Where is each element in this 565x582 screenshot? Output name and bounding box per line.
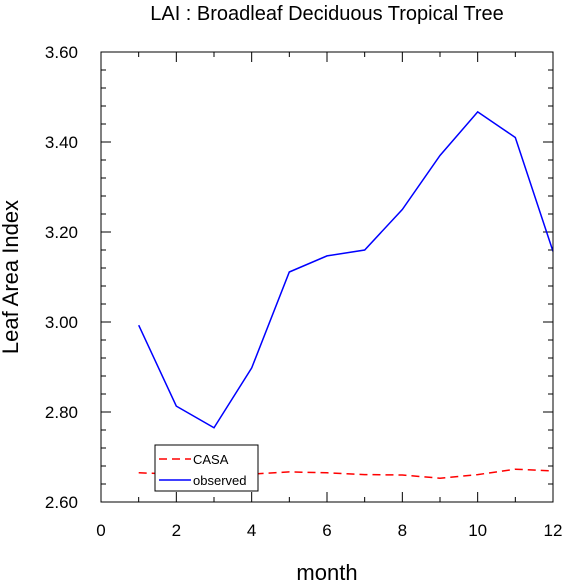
- chart-title: LAI : Broadleaf Deciduous Tropical Tree: [150, 3, 504, 25]
- x-tick-label: 2: [172, 521, 181, 540]
- y-tick-label: 2.80: [45, 403, 78, 422]
- y-tick-label: 3.00: [45, 313, 78, 332]
- tick-labels: 0 2 4 6 8 10 12 2.60 2.80 3.00 3.20 3.40 3.60: [45, 43, 563, 540]
- plot-frame: [100, 51, 554, 503]
- y-tick-label: 3.20: [45, 223, 78, 242]
- x-tick-label: 12: [544, 521, 563, 540]
- series-line-observed: [138, 110, 554, 429]
- y-axis-label: Leaf Area Index: [0, 200, 23, 354]
- x-tick-label: 4: [247, 521, 256, 540]
- series-layer: [138, 110, 554, 479]
- legend: CASA observed: [154, 444, 259, 492]
- y-tick-label: 3.40: [45, 133, 78, 152]
- y-tick-label: 3.60: [45, 43, 78, 62]
- x-tick-label: 8: [398, 521, 407, 540]
- x-tick-label: 10: [468, 521, 487, 540]
- y-tick-label: 2.60: [45, 493, 78, 512]
- x-tick-label: 6: [322, 521, 331, 540]
- x-axis-label: month: [296, 560, 357, 582]
- legend-label-casa: CASA: [193, 452, 229, 467]
- legend-label-observed: observed: [193, 473, 246, 488]
- legend-box: [154, 444, 259, 492]
- axis-ticks: [100, 51, 554, 503]
- x-tick-label: 0: [96, 521, 105, 540]
